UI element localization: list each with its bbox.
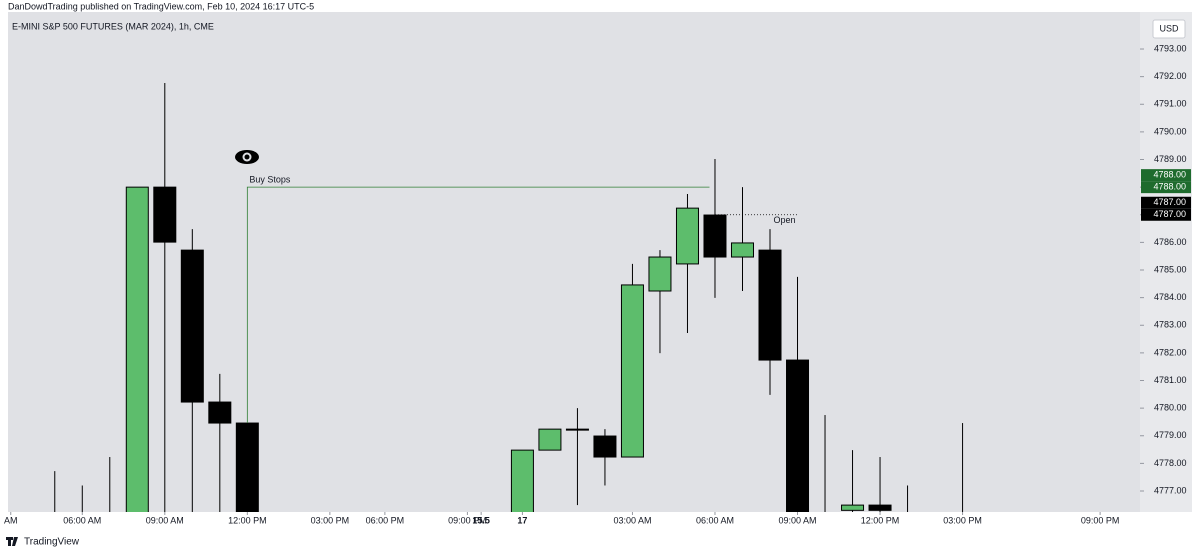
candle-body — [868, 504, 892, 511]
plot-background — [8, 12, 1140, 512]
y-tick-label: 4784.00 — [1154, 292, 1187, 302]
x-tick-label: 17 — [517, 515, 527, 525]
y-tick-label: 4793.00 — [1154, 43, 1187, 53]
y-tick-label: 4781.00 — [1154, 375, 1187, 385]
y-tick-label: 4786.00 — [1154, 237, 1187, 247]
x-tick-label: 09:00 PM — [448, 515, 487, 525]
candle-body — [897, 516, 919, 519]
candle-body — [620, 284, 644, 458]
price-axis-background — [1140, 12, 1192, 512]
footer-logo — [6, 537, 18, 546]
y-tick-label: 4782.00 — [1154, 347, 1187, 357]
x-tick-label: 03:00 PM — [311, 515, 350, 525]
currency-box[interactable] — [1152, 19, 1186, 39]
y-tick-label: 4791.00 — [1154, 99, 1187, 109]
candle-body — [675, 207, 699, 265]
candle-body — [510, 449, 534, 512]
eye-icon — [235, 150, 259, 164]
candle-body — [565, 428, 589, 431]
annotation-line — [246, 186, 710, 424]
chart-title: E-MINI S&P 500 FUTURES (MAR 2024), 1h, C… — [12, 21, 214, 31]
y-tick-label: 4777.00 — [1154, 485, 1187, 495]
footer: TradingView — [24, 537, 80, 548]
candle-body — [648, 256, 672, 292]
y-tick-label: 4790.00 — [1154, 126, 1187, 136]
candle-body — [758, 249, 782, 361]
currency[interactable]: USD — [1159, 23, 1179, 33]
x-tick-label: 06:00 PM — [366, 515, 405, 525]
y-tick-label: 4783.00 — [1154, 320, 1187, 330]
price-label-box — [1141, 169, 1191, 182]
x-tick-label: 03:00 AM — [613, 515, 651, 525]
x-tick-label: 09:00 AM — [146, 515, 184, 525]
x-tick-label: 03:00 PM — [943, 515, 982, 525]
x-tick-label: 06:00 AM — [696, 515, 734, 525]
x-tick-label: 12:00 PM — [861, 515, 900, 525]
candle-body — [730, 242, 754, 258]
x-tick-label: 06:00 AM — [63, 515, 101, 525]
y-tick-label: 4780.00 — [1154, 403, 1187, 413]
candle-body — [841, 504, 865, 511]
y-tick-label: 4789.00 — [1154, 154, 1187, 164]
y-tick-label: 4778.00 — [1154, 458, 1187, 468]
x-tick-label: AM — [4, 515, 18, 525]
y-tick-label: 4785.00 — [1154, 264, 1187, 274]
price-label-box — [1141, 196, 1191, 209]
candle-body — [153, 186, 177, 243]
price-label: 4788.00 — [1153, 182, 1186, 192]
candle-body — [538, 428, 562, 451]
candle-body — [208, 401, 232, 424]
annotation-label: Open — [773, 215, 795, 225]
price-label: 4787.00 — [1153, 209, 1186, 219]
y-tick-label: 4792.00 — [1154, 71, 1187, 81]
candle-body — [786, 359, 810, 512]
price-label: 4787.00 — [1153, 197, 1186, 207]
candle-body — [99, 516, 121, 519]
header: DanDowdTrading published on TradingView.… — [8, 1, 314, 11]
annotation-label: Buy Stops — [249, 175, 291, 185]
plot — [54, 82, 964, 519]
x-tick-label: 12:00 PM — [228, 515, 267, 525]
x-tick-label: 09:00 PM — [1081, 515, 1120, 525]
candle-body — [180, 249, 204, 403]
x-tick-label: 15.5 — [472, 515, 490, 525]
y-tick-label: 4779.00 — [1154, 430, 1187, 440]
candle-body — [125, 186, 149, 512]
candle-body — [814, 516, 836, 519]
price-label-box — [1141, 181, 1191, 194]
price-label: 4788.00 — [1153, 170, 1186, 180]
price-label-box — [1141, 208, 1191, 221]
candle-body — [703, 214, 727, 258]
x-tick-label: 09:00 AM — [778, 515, 816, 525]
candle-body — [593, 435, 617, 458]
